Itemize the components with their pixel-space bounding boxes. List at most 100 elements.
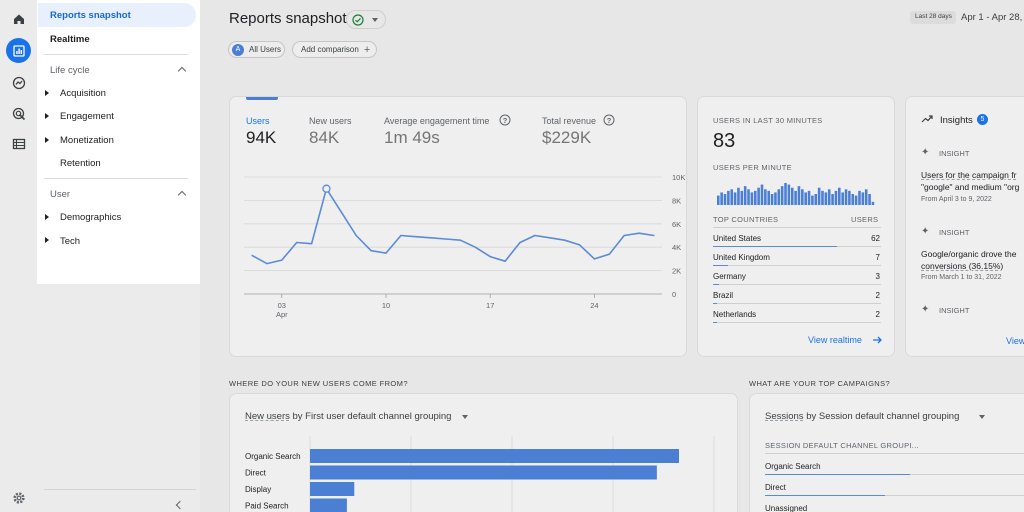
channel-share-bar — [765, 494, 885, 496]
metric-label-revenue[interactable]: Total revenue — [542, 116, 597, 126]
caret-down-icon[interactable] — [462, 415, 468, 419]
data-point — [593, 258, 596, 260]
data-point — [578, 244, 581, 246]
help-icon[interactable]: ? — [603, 114, 615, 126]
campaigns-section-title: WHAT ARE YOUR TOP CAMPAIGNS? — [749, 379, 891, 388]
per-minute-bar — [794, 190, 797, 205]
sidebar-divider — [44, 54, 188, 55]
data-point — [504, 260, 506, 262]
sidebar-divider — [44, 178, 188, 179]
home-icon[interactable] — [6, 6, 31, 31]
metric-value-revenue[interactable]: $229K — [542, 128, 592, 147]
data-point — [534, 234, 536, 237]
segment-chip[interactable]: A All Users — [228, 41, 285, 58]
country-name[interactable]: Brazil — [713, 291, 734, 300]
data-point — [310, 243, 313, 245]
x-tick-label: 24 — [590, 301, 598, 310]
bar-label: Paid Search — [245, 502, 289, 511]
caret-down-icon[interactable] — [979, 415, 985, 419]
insight-text[interactable]: Google/organic drove the — [921, 249, 1017, 259]
per-minute-bar — [720, 192, 723, 205]
country-users: 2 — [875, 310, 880, 319]
per-minute-bar — [730, 189, 734, 205]
dropdown-metric: Sessions — [765, 411, 804, 422]
channel-bar — [310, 482, 355, 496]
data-point — [385, 252, 387, 254]
reports-sidebar — [37, 0, 200, 284]
metric-label-engagement-time[interactable]: Average engagement time — [384, 116, 490, 126]
insight-text[interactable]: Users for the campaign fr — [921, 170, 1017, 180]
expand-arrow-icon[interactable] — [45, 214, 49, 220]
user-header[interactable]: User — [50, 189, 71, 200]
add-comparison-button[interactable]: Add comparison + — [292, 41, 377, 58]
sidebar-item-realtime[interactable]: Realtime — [50, 34, 90, 45]
data-point — [430, 237, 432, 239]
country-name[interactable]: Germany — [713, 272, 746, 281]
metric-label-users[interactable]: Users — [246, 116, 270, 126]
channel-name[interactable]: Direct — [765, 483, 786, 492]
row-divider — [713, 322, 881, 323]
channel-dropdown[interactable]: New users by First user default channel … — [245, 411, 451, 422]
svg-text:?: ? — [503, 116, 508, 125]
insight-date: From April 3 to 9, 2022 — [921, 196, 992, 203]
insight-label: INSIGHT — [939, 149, 970, 158]
reports-icon[interactable] — [6, 38, 31, 63]
country-name[interactable]: United Kingdom — [713, 253, 770, 262]
sidebar-item-monetization[interactable]: Monetization — [60, 135, 114, 146]
active-tab-indicator — [246, 97, 278, 100]
configure-icon[interactable] — [6, 131, 31, 156]
channel-name[interactable]: Unassigned — [765, 504, 808, 512]
new-users-bar-chart: Organic Search Direct Display Paid Search — [245, 436, 715, 512]
metric-value-engagement-time[interactable]: 1m 49s — [384, 128, 440, 147]
bar-label: Direct — [245, 469, 267, 478]
date-range[interactable]: Apr 1 - Apr 28, — [961, 12, 1023, 23]
per-minute-bar — [817, 187, 821, 205]
sidebar-item-retention[interactable]: Retention — [60, 158, 101, 169]
expand-arrow-icon[interactable] — [45, 90, 49, 96]
country-name[interactable]: United States — [713, 234, 762, 243]
settings-gear-icon[interactable] — [6, 485, 31, 510]
per-minute-bar — [821, 190, 824, 205]
metric-label-new-users[interactable]: New users — [309, 116, 352, 126]
insight-text[interactable]: "google" and medium "org — [921, 182, 1020, 192]
status-dropdown[interactable] — [346, 10, 386, 29]
explore-icon[interactable] — [6, 70, 31, 95]
help-icon[interactable]: ? — [499, 114, 511, 126]
expand-arrow-icon[interactable] — [45, 113, 49, 119]
view-realtime-link[interactable]: View realtime — [808, 335, 862, 345]
sidebar-item-tech[interactable]: Tech — [60, 236, 81, 247]
view-insights-link[interactable]: View — [1006, 336, 1024, 346]
sidebar-item-label: Reports snapshot — [50, 10, 131, 21]
sidebar-lower — [37, 284, 200, 512]
per-minute-bar — [811, 195, 814, 205]
metric-value-users[interactable]: 94K — [246, 128, 277, 147]
per-minute-bar — [854, 195, 858, 205]
country-name[interactable]: Netherlands — [713, 310, 757, 319]
data-point — [340, 211, 342, 213]
sidebar-item-demographics[interactable]: Demographics — [60, 212, 122, 223]
per-minute-bar — [784, 183, 787, 205]
advertising-icon[interactable] — [6, 101, 31, 126]
sidebar-item-reports-snapshot[interactable] — [38, 3, 196, 27]
per-minute-bar — [717, 195, 720, 205]
segment-avatar: A — [232, 43, 244, 56]
y-tick-label: 10K — [672, 173, 685, 182]
data-point — [474, 246, 476, 248]
channel-column-header: SESSION DEFAULT CHANNEL GROUPI... — [765, 441, 919, 450]
per-minute-bar — [767, 190, 770, 205]
arrow-right-icon[interactable] — [872, 335, 883, 345]
sidebar-item-engagement[interactable]: Engagement — [60, 111, 114, 122]
data-point — [608, 253, 610, 255]
channel-name[interactable]: Organic Search — [765, 462, 821, 471]
realtime-value: 83 — [713, 130, 736, 152]
x-tick-label: 10 — [382, 301, 390, 310]
lifecycle-header[interactable]: Life cycle — [50, 65, 90, 76]
sidebar-item-acquisition[interactable]: Acquisition — [60, 88, 106, 99]
sessions-dropdown[interactable]: Sessions by Session default channel grou… — [765, 411, 959, 422]
country-share-bar — [713, 302, 717, 304]
nav-rail — [0, 0, 37, 512]
expand-arrow-icon[interactable] — [45, 237, 49, 243]
expand-arrow-icon[interactable] — [45, 137, 49, 143]
insight-text[interactable]: conversions (36.15%) — [921, 261, 1004, 271]
metric-value-new-users[interactable]: 84K — [309, 128, 340, 147]
